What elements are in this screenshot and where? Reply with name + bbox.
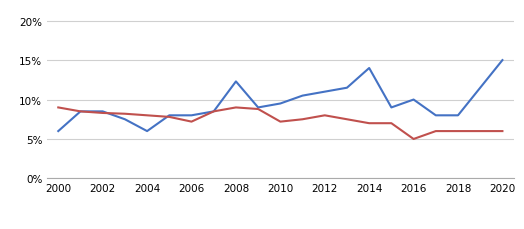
(MS) State Average — [499, 130, 506, 133]
Lovett Elementary School — [100, 111, 106, 113]
(MS) State Average — [55, 106, 61, 109]
Lovett Elementary School — [233, 81, 239, 83]
(MS) State Average — [100, 112, 106, 115]
(MS) State Average — [233, 106, 239, 109]
Lovett Elementary School — [388, 106, 395, 109]
Lovett Elementary School — [322, 91, 328, 94]
Lovett Elementary School — [277, 103, 283, 105]
Lovett Elementary School — [366, 67, 373, 70]
Lovett Elementary School — [410, 99, 417, 101]
(MS) State Average — [388, 122, 395, 125]
(MS) State Average — [166, 116, 172, 119]
Lovett Elementary School — [433, 114, 439, 117]
(MS) State Average — [255, 108, 261, 111]
Line: Lovett Elementary School: Lovett Elementary School — [58, 61, 503, 131]
(MS) State Average — [366, 122, 373, 125]
(MS) State Average — [299, 118, 305, 121]
Line: (MS) State Average: (MS) State Average — [58, 108, 503, 139]
(MS) State Average — [144, 114, 150, 117]
(MS) State Average — [455, 130, 461, 133]
(MS) State Average — [122, 113, 128, 116]
Lovett Elementary School — [55, 130, 61, 133]
(MS) State Average — [188, 121, 194, 123]
Lovett Elementary School — [344, 87, 350, 90]
(MS) State Average — [344, 118, 350, 121]
Lovett Elementary School — [455, 114, 461, 117]
Lovett Elementary School — [255, 106, 261, 109]
Lovett Elementary School — [144, 130, 150, 133]
Lovett Elementary School — [299, 95, 305, 98]
Lovett Elementary School — [166, 114, 172, 117]
(MS) State Average — [78, 111, 84, 113]
Lovett Elementary School — [122, 118, 128, 121]
(MS) State Average — [277, 121, 283, 123]
Lovett Elementary School — [78, 111, 84, 113]
Lovett Elementary School — [211, 111, 217, 113]
(MS) State Average — [410, 138, 417, 141]
Lovett Elementary School — [188, 114, 194, 117]
Lovett Elementary School — [499, 60, 506, 62]
(MS) State Average — [433, 130, 439, 133]
(MS) State Average — [322, 114, 328, 117]
(MS) State Average — [211, 111, 217, 113]
